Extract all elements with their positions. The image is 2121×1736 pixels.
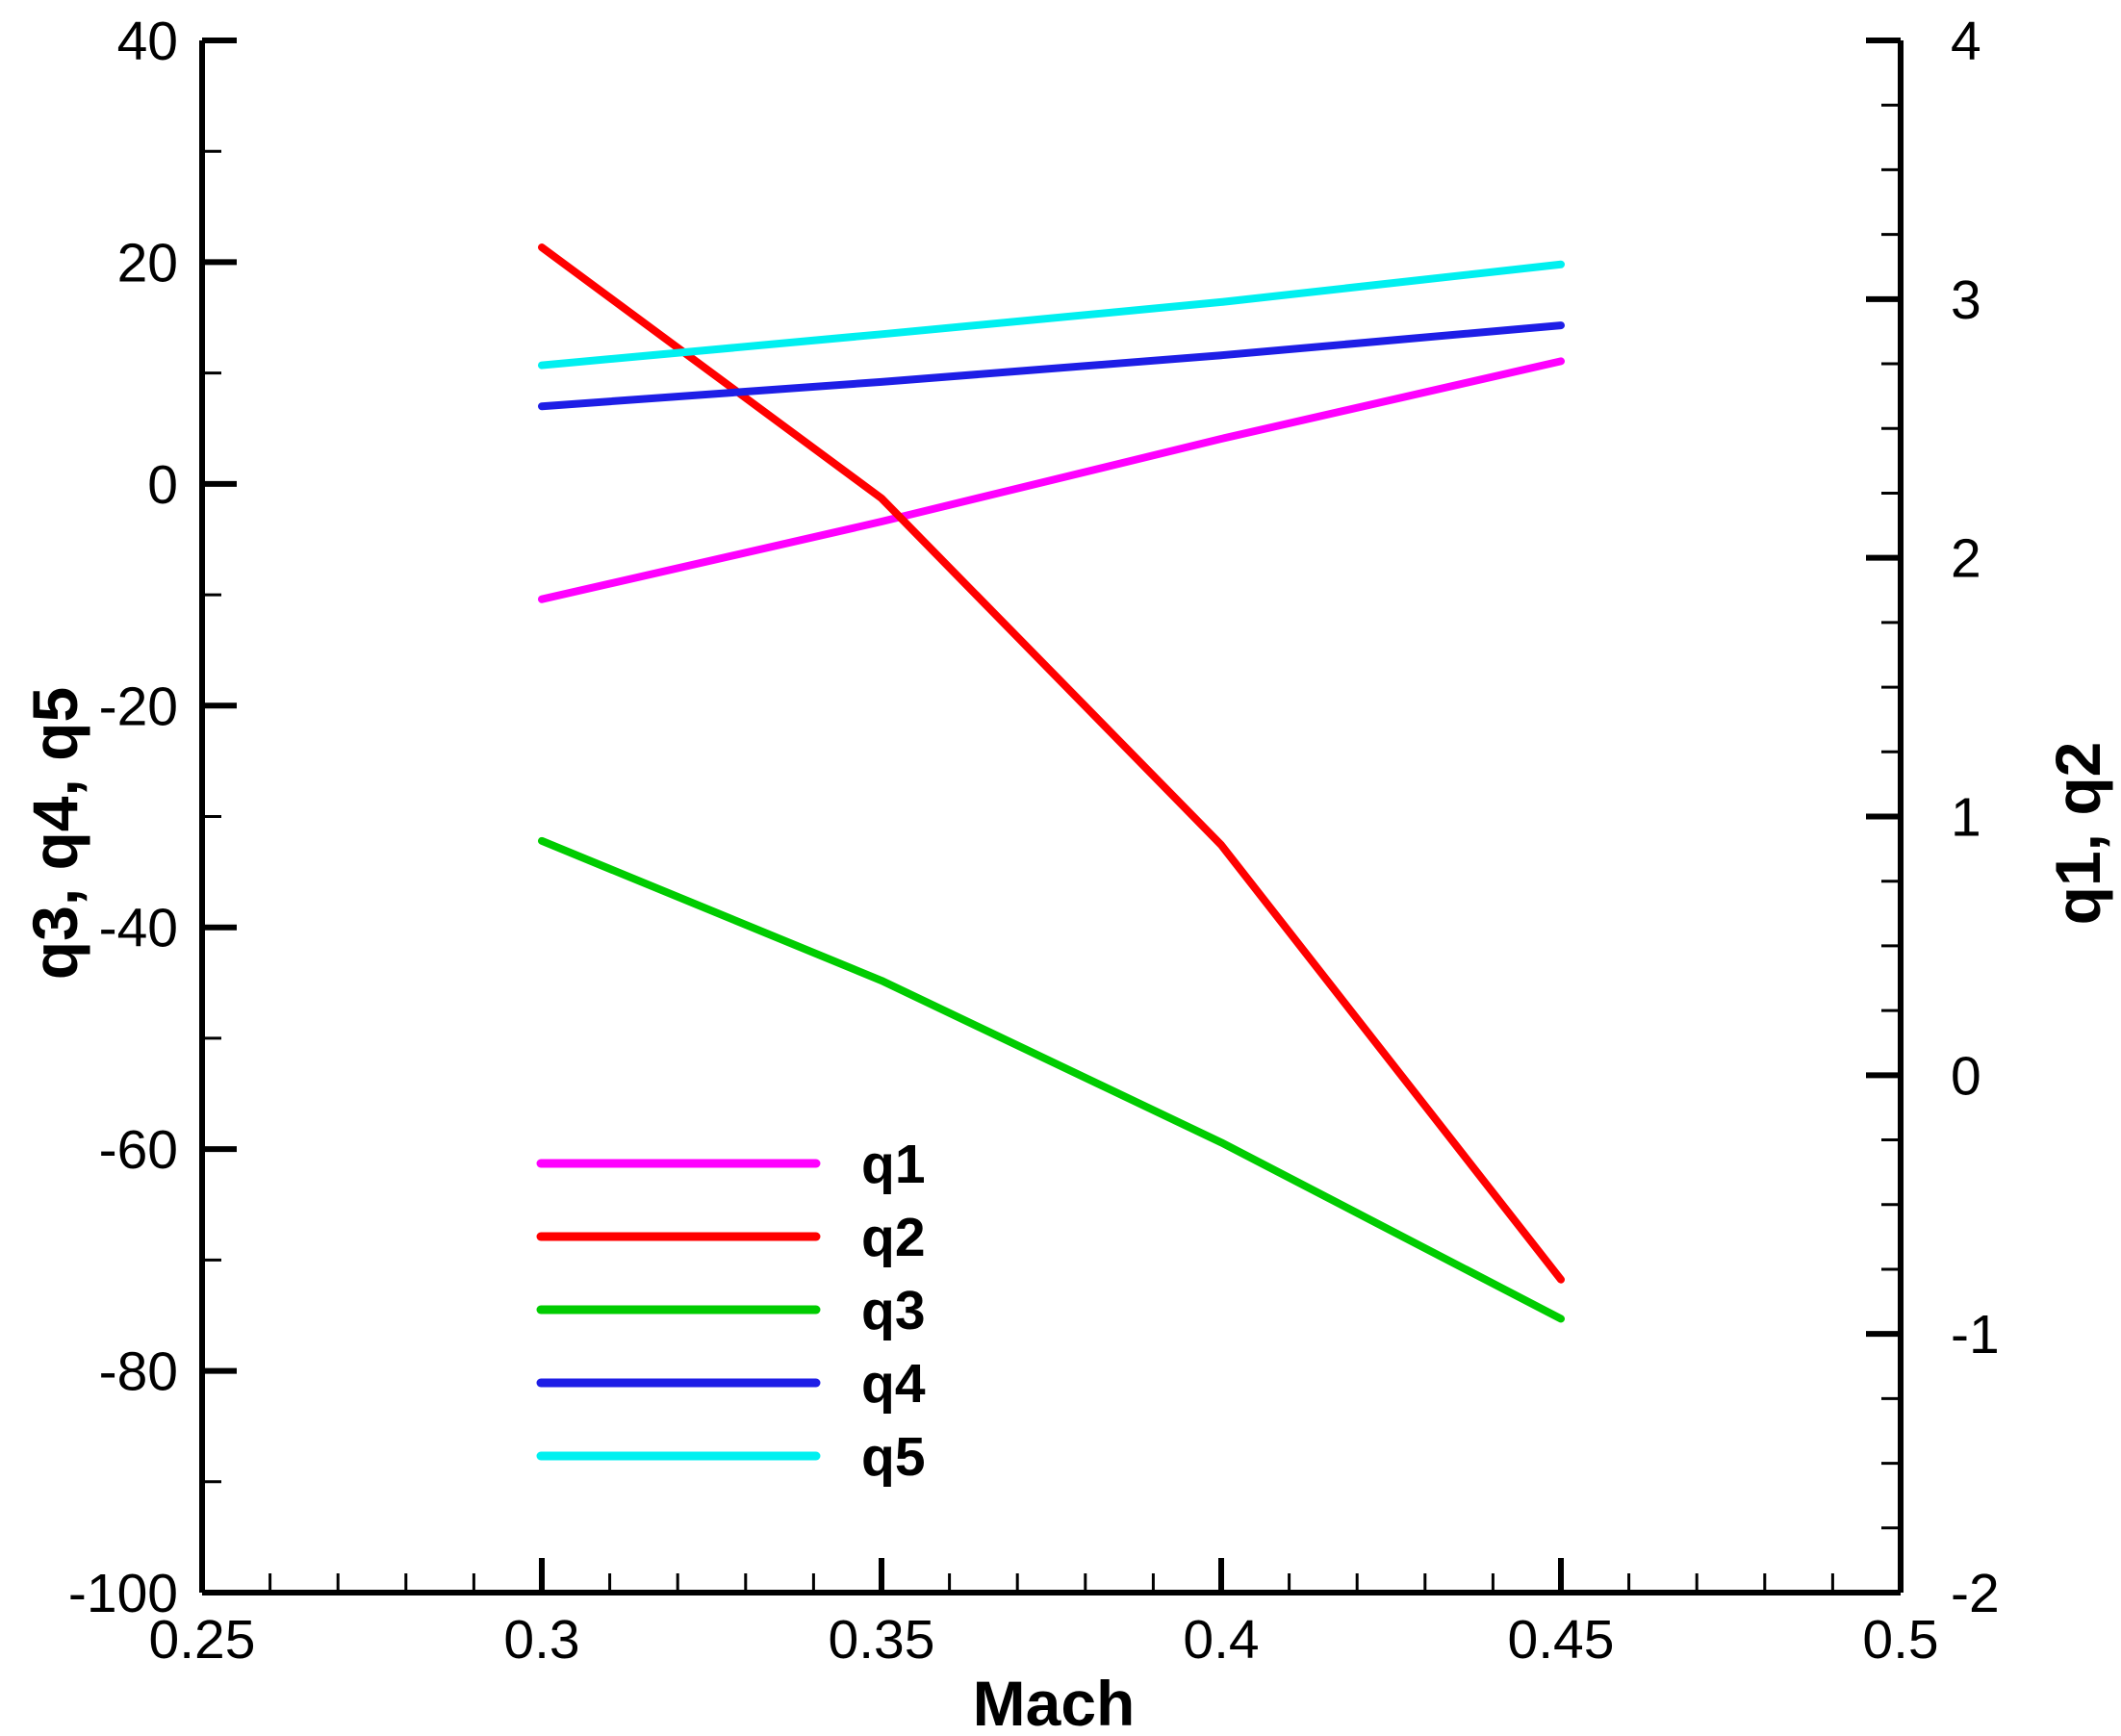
y-right-tick-label: 4 [1951, 11, 1981, 72]
legend-label-q5: q5 [861, 1426, 926, 1488]
y-right-tick-label: 0 [1951, 1045, 1981, 1107]
y-left-tick-label: 40 [117, 11, 178, 72]
y-right-tick-label: -1 [1951, 1304, 2000, 1366]
y-right-axis-title: q1, q2 [2042, 742, 2113, 926]
x-tick-label: 0.35 [829, 1609, 935, 1671]
tick-labels: 0.25 0.3 0.35 0.4 0.45 0.5-100-80-60-40-20020… [68, 11, 2000, 1671]
y-left-tick-label: 20 [117, 232, 178, 294]
x-axis-title: Mach [973, 1668, 1136, 1736]
x-tick-label: 0.5 [1862, 1609, 1938, 1671]
y-left-tick-label: 0 [147, 454, 178, 516]
series-line-q2 [538, 243, 1565, 1284]
legend-label-q2: q2 [861, 1207, 926, 1268]
x-tick-label: 0.4 [1183, 1609, 1259, 1671]
series-line-q3 [538, 836, 1565, 1323]
series-lines [538, 243, 1565, 1323]
x-tick-label: 0.3 [503, 1609, 579, 1671]
y-left-tick-label: -100 [68, 1563, 178, 1624]
y-left-tick-label: -80 [99, 1341, 178, 1403]
y-left-axis-title: q3, q4, q5 [19, 687, 90, 980]
legend-label-q3: q3 [861, 1280, 926, 1341]
legend-label-q4: q4 [861, 1353, 926, 1415]
series-line-q5 [538, 260, 1565, 370]
x-tick-label: 0.25 [149, 1609, 256, 1671]
y-right-tick-label: -2 [1951, 1563, 2000, 1624]
y-right-tick-label: 3 [1951, 269, 1981, 331]
y-left-tick-label: -20 [99, 676, 178, 737]
legend-label-q1: q1 [861, 1134, 926, 1195]
series-line-q4 [538, 321, 1565, 411]
legend: q1 q2 q3 q4 q5 [536, 1134, 926, 1488]
series-line-q1 [538, 357, 1565, 603]
x-tick-label: 0.45 [1508, 1609, 1615, 1671]
y-right-tick-label: 1 [1951, 787, 1981, 849]
axes [199, 38, 1904, 1596]
y-left-tick-label: -40 [99, 898, 178, 959]
y-left-tick-label: -60 [99, 1119, 178, 1181]
y-right-tick-label: 2 [1951, 528, 1981, 590]
